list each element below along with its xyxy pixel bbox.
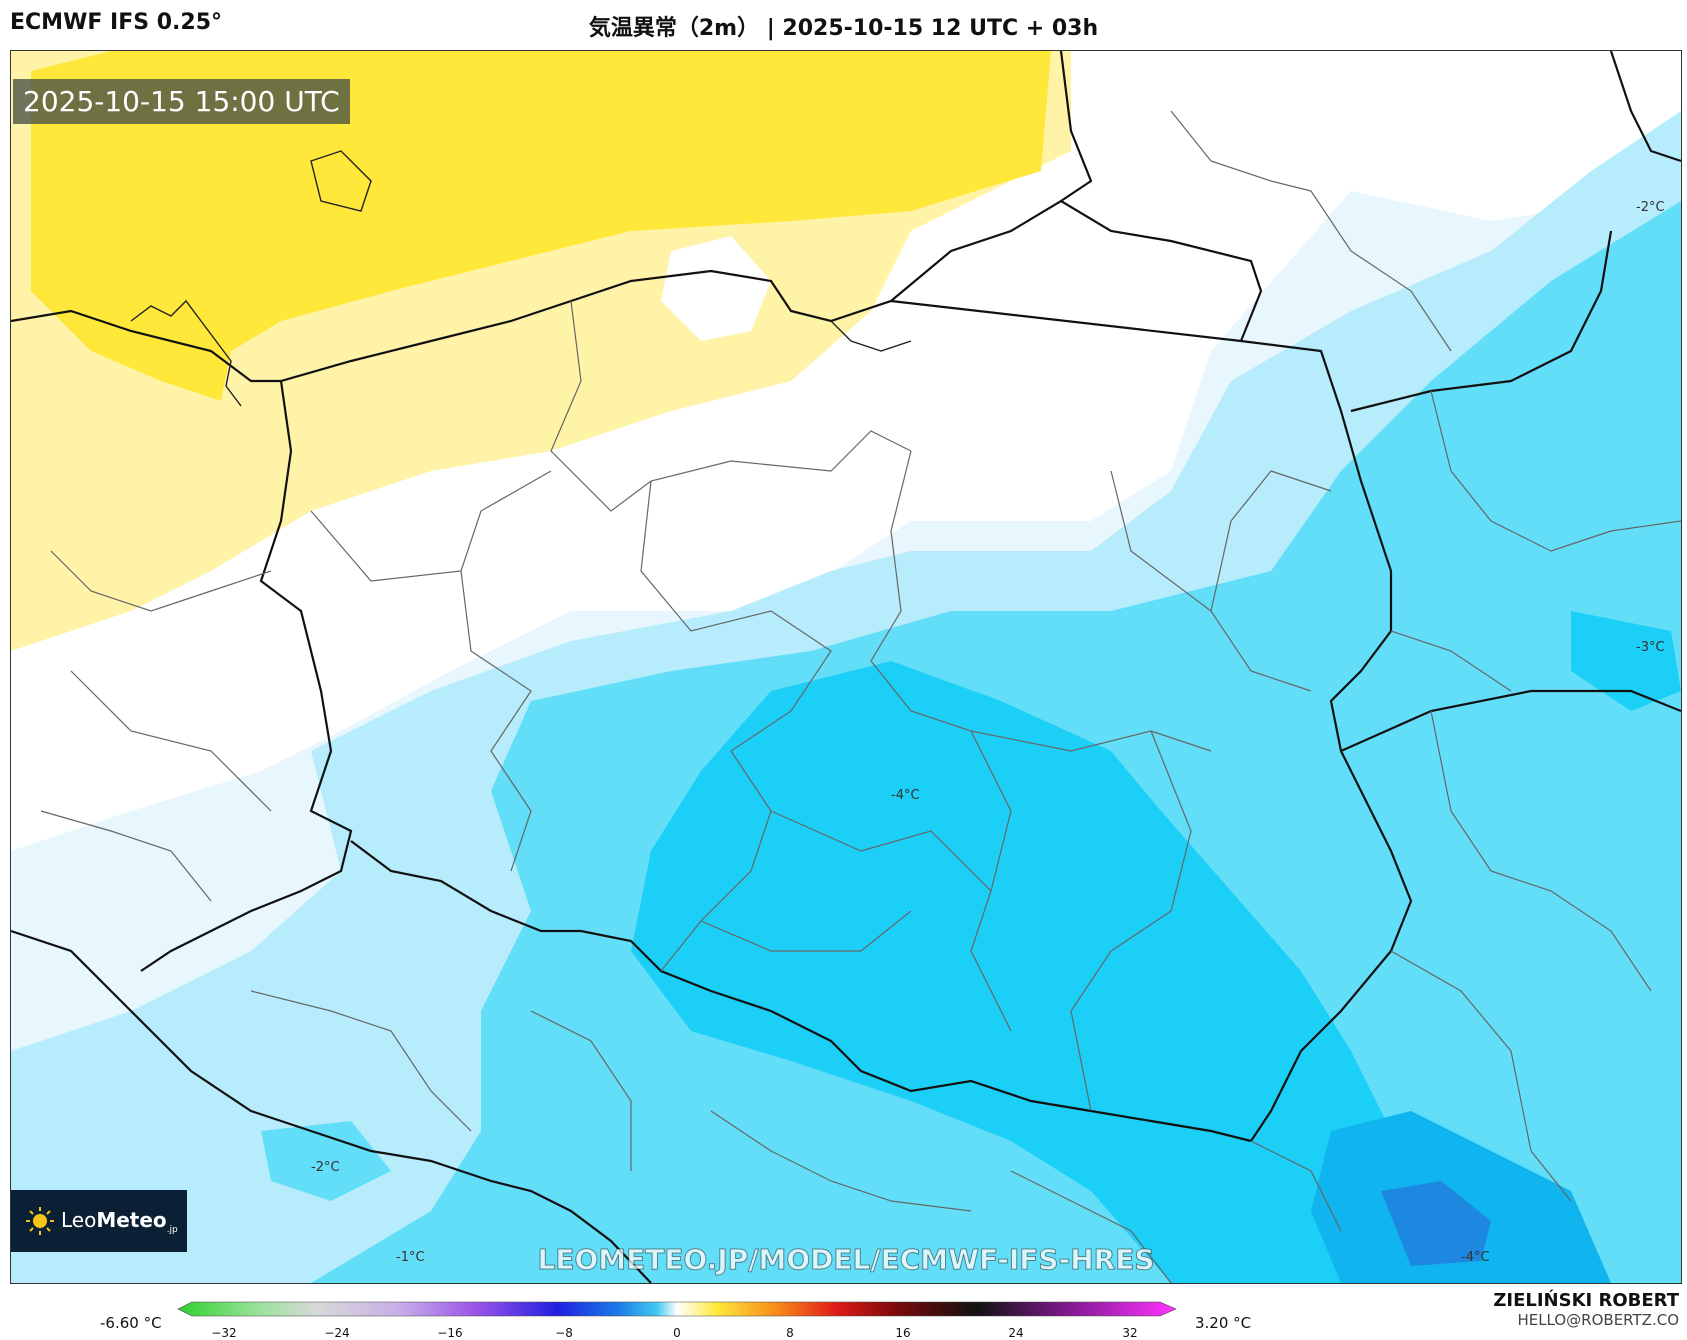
legend-min-label: -6.60 °C xyxy=(100,1314,162,1332)
regional-borders xyxy=(40,110,1681,1283)
legend-tick: 16 xyxy=(895,1326,911,1340)
legend-tick: −16 xyxy=(437,1326,463,1340)
contour-label: -4°C xyxy=(891,788,920,803)
field-cold-5 xyxy=(1381,1181,1491,1266)
field-warm-strong xyxy=(31,51,1051,401)
model-label: ECMWF IFS 0.25° xyxy=(10,10,223,35)
legend-tick: −32 xyxy=(211,1326,237,1340)
temperature-anomaly-map: -2°C -3°C -4°C -2°C -1°C -4°C xyxy=(11,51,1681,1283)
valid-time-badge: 2025-10-15 15:00 UTC xyxy=(13,79,350,124)
coastline xyxy=(130,150,912,407)
color-scale-bar xyxy=(177,1301,1177,1317)
contour-label: -4°C xyxy=(1461,1250,1490,1265)
contour-label: -1°C xyxy=(396,1250,425,1265)
contour-label: -2°C xyxy=(1636,200,1665,215)
watermark-url: LEOMETEO.JP/MODEL/ECMWF-IFS-HRES xyxy=(537,1243,1155,1277)
logo-text: LeoMeteo.jp xyxy=(61,1207,178,1235)
contour-label: -3°C xyxy=(1636,640,1665,655)
color-scale-legend: -6.60 °C −32 −24 xyxy=(0,1290,1687,1340)
author-name: ZIELIŃSKI ROBERT xyxy=(1493,1290,1679,1311)
author-credit: ZIELIŃSKI ROBERT HELLO@ROBERTZ.CO xyxy=(1493,1290,1679,1329)
map-panel[interactable]: -2°C -3°C -4°C -2°C -1°C -4°C 2025-10-15… xyxy=(10,50,1682,1284)
field-cold-2-sw xyxy=(261,1121,391,1201)
legend-tick: 32 xyxy=(1122,1326,1138,1340)
sun-icon xyxy=(26,1207,54,1235)
contour-label: -2°C xyxy=(311,1160,340,1175)
field-cold-3-east xyxy=(1571,611,1681,711)
legend-tick: −8 xyxy=(555,1326,573,1340)
field-neutral-pocket xyxy=(661,236,771,341)
legend-tick: 8 xyxy=(786,1326,794,1340)
page-title: 気温異常（2m） | 2025-10-15 12 UTC + 03h xyxy=(588,16,1099,41)
legend-max-label: 3.20 °C xyxy=(1195,1314,1252,1332)
legend-tick: 0 xyxy=(673,1326,681,1340)
logo[interactable]: LeoMeteo.jp xyxy=(11,1190,187,1252)
author-email[interactable]: HELLO@ROBERTZ.CO xyxy=(1517,1311,1679,1329)
field-cold-3 xyxy=(631,661,1511,1283)
legend-tick: 24 xyxy=(1008,1326,1024,1340)
legend-tick: −24 xyxy=(324,1326,350,1340)
